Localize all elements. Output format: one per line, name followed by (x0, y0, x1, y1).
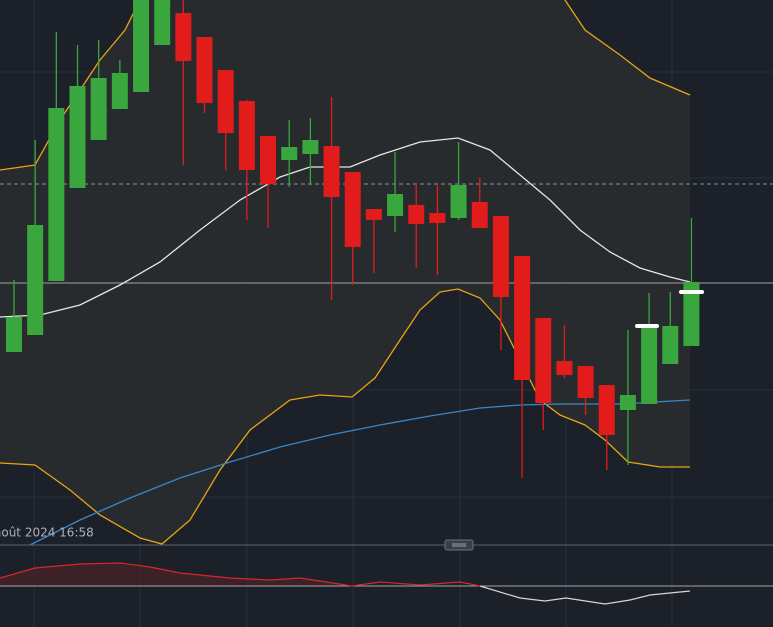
candles (6, 0, 700, 478)
candle-body (683, 282, 700, 346)
candle-body (662, 326, 679, 364)
candle-body (238, 101, 255, 170)
candle-body (492, 216, 509, 297)
candle-body (387, 194, 404, 216)
candle-body (90, 78, 107, 140)
candle-body (281, 147, 298, 160)
crosshair-date: août 2024 16:58 (0, 526, 94, 540)
candle-body (619, 395, 636, 410)
oscillator-line (0, 562, 481, 587)
long-moving-average (29, 399, 691, 546)
bollinger-upper (564, 0, 691, 96)
candle-body (6, 317, 22, 352)
candle-body (217, 70, 234, 133)
candle-body (175, 13, 192, 61)
candle-body (450, 185, 467, 218)
candle-body (27, 225, 44, 335)
price-marker (635, 324, 659, 328)
candle-body (69, 86, 86, 188)
bollinger-lower (0, 288, 690, 545)
candle-body (598, 385, 615, 435)
candle-body (133, 0, 150, 92)
candle-body (48, 108, 65, 281)
candle-body (260, 136, 277, 184)
candle-body (408, 205, 425, 224)
candle-body (111, 73, 128, 109)
moving-average (0, 137, 691, 318)
candle-body (429, 213, 446, 223)
candle-body (514, 256, 531, 380)
candle-body (641, 326, 658, 404)
candle-body (154, 0, 171, 45)
candle-body (302, 140, 319, 154)
candle-body (556, 361, 573, 375)
candle-body (196, 37, 213, 103)
candle-body (535, 318, 552, 403)
oscillator-line (479, 585, 691, 605)
resize-handle[interactable] (444, 539, 474, 551)
bollinger-fill (0, 0, 690, 544)
candle-body (323, 146, 340, 197)
candle-body (577, 366, 594, 398)
candle-body (365, 209, 382, 220)
price-marker (679, 290, 704, 294)
candle-body (471, 202, 488, 228)
candle-body (344, 172, 361, 247)
